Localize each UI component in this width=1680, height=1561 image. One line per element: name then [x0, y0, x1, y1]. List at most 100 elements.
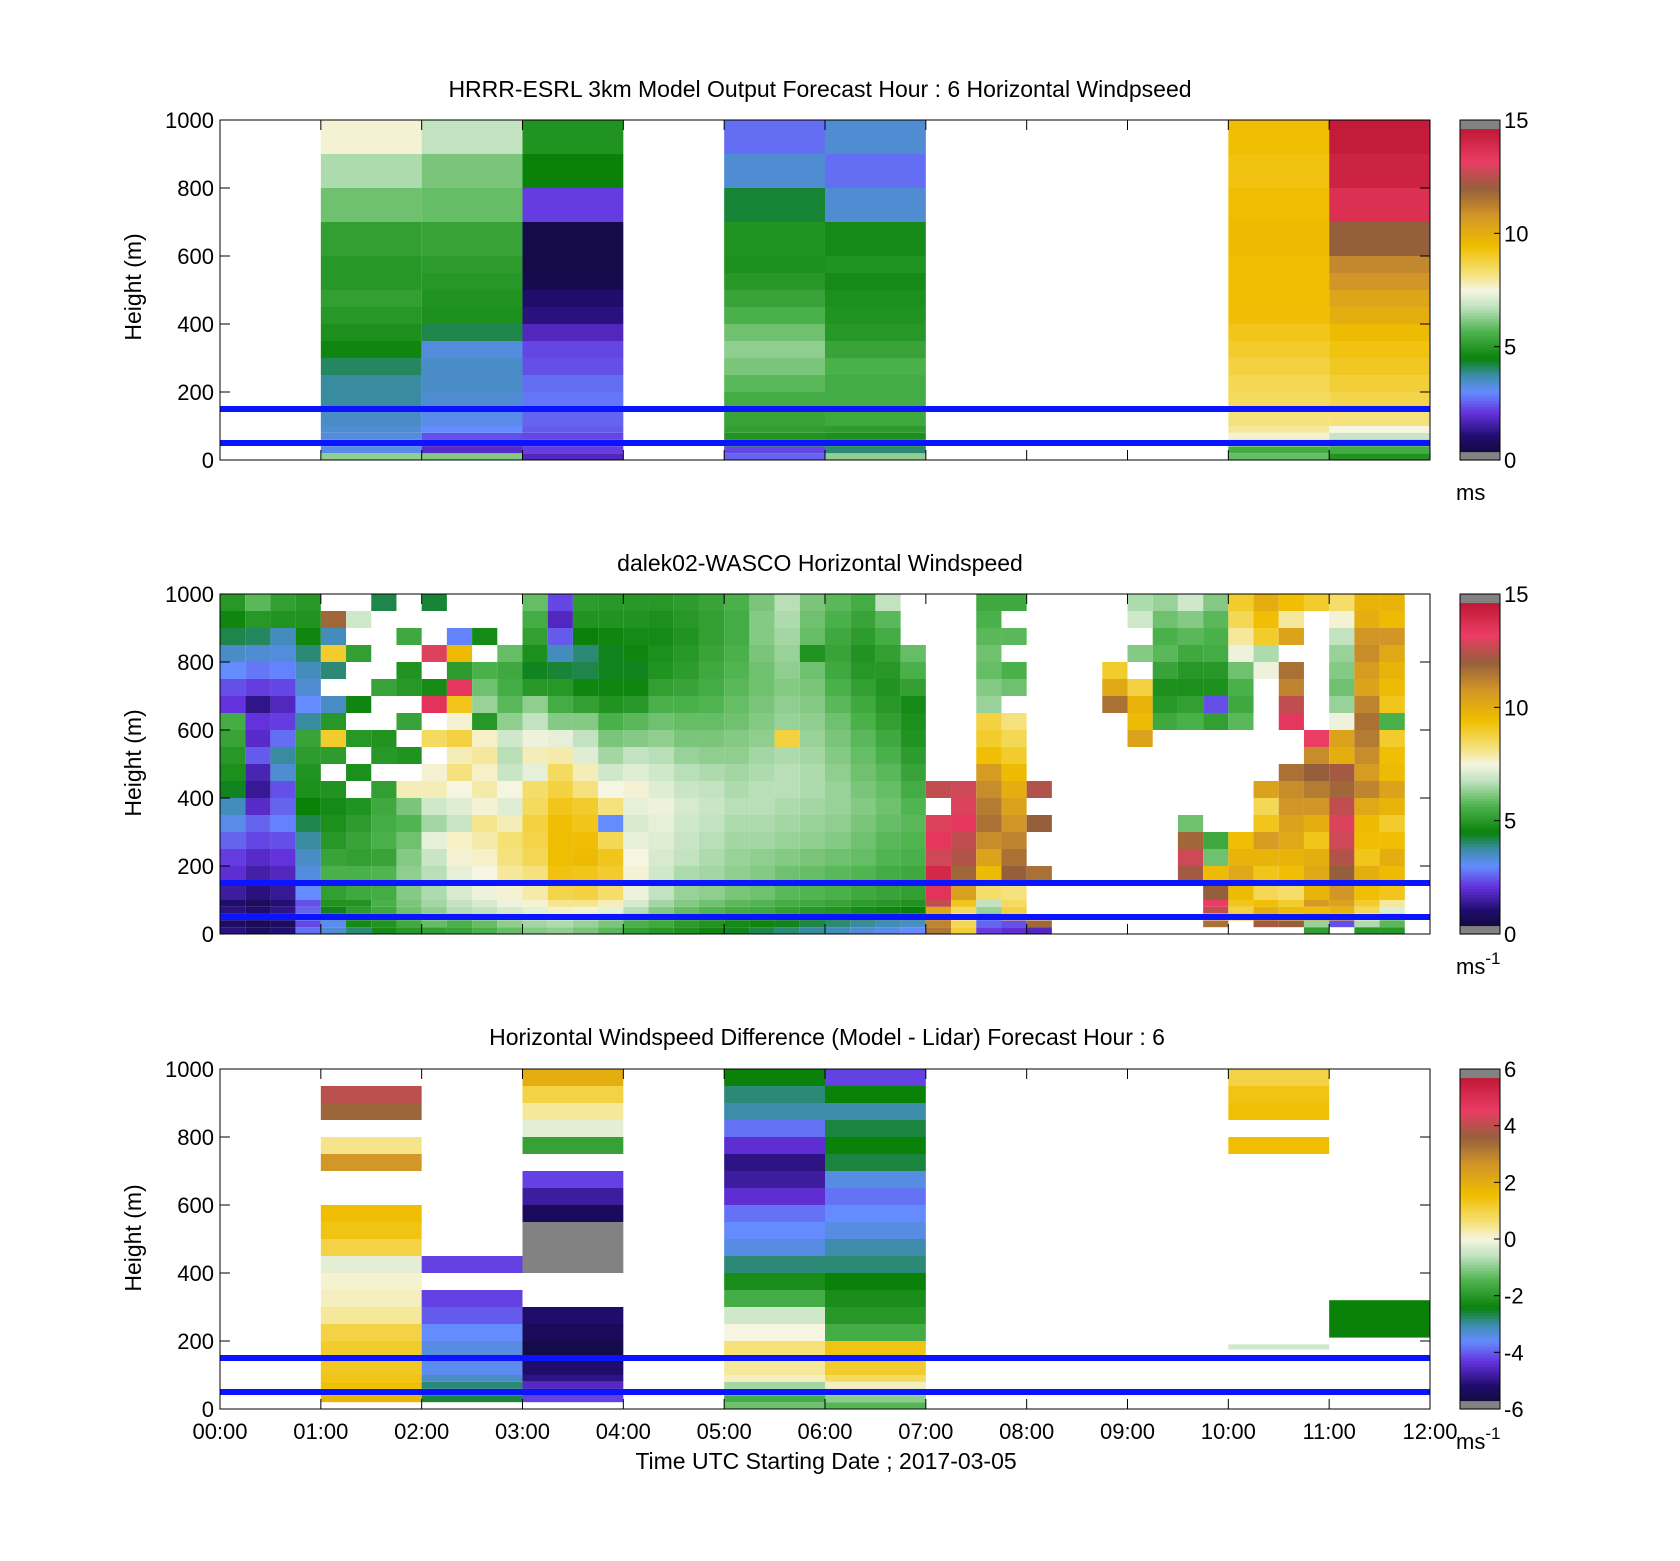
heatmap-cell: [220, 849, 246, 866]
heatmap-cell: [421, 1395, 523, 1403]
colorbar-segment: [1460, 1117, 1500, 1121]
colorbar-segment: [1460, 1403, 1500, 1407]
colorbar-segment: [1460, 806, 1500, 810]
heatmap-cell: [976, 900, 1002, 907]
x-tick-label: 07:00: [898, 1419, 953, 1444]
heatmap-cell: [421, 1375, 523, 1382]
heatmap-cell: [1253, 815, 1279, 832]
heatmap-cell: [270, 883, 296, 900]
heatmap-cell: [245, 781, 271, 798]
panel-title: dalek02-WASCO Horizontal Windspeed: [617, 550, 1023, 576]
colorbar-segment: [1460, 1182, 1500, 1186]
heatmap-cell: [799, 849, 825, 866]
heatmap-cells: [220, 594, 1405, 934]
heatmap-cell: [1001, 883, 1027, 900]
heatmap-cell: [724, 290, 825, 307]
heatmap-cell: [1278, 611, 1304, 628]
colorbar-segment: [1460, 159, 1500, 164]
heatmap-cell: [1379, 696, 1405, 713]
heatmap-cell: [320, 1239, 422, 1256]
heatmap-cell: [623, 747, 649, 764]
heatmap-cell: [648, 798, 674, 815]
heatmap-cell: [472, 927, 498, 934]
heatmap-cell: [472, 662, 498, 679]
heatmap-cell: [1329, 730, 1355, 747]
heatmap-cell: [825, 324, 926, 341]
heatmap-cell: [724, 730, 750, 747]
heatmap-cell: [1303, 730, 1330, 747]
heatmap-cell: [698, 679, 725, 696]
colorbar-segment: [1460, 145, 1500, 149]
heatmap-cell: [522, 747, 548, 764]
heatmap-cell: [1329, 392, 1430, 409]
heatmap-cell: [623, 906, 649, 914]
heatmap-cell: [799, 594, 825, 611]
colorbar-segment: [1460, 451, 1500, 455]
colorbar-segment: [1460, 803, 1500, 808]
heatmap-cell: [320, 798, 347, 815]
colorbar-segment: [1460, 738, 1500, 742]
heatmap-cell: [698, 866, 725, 883]
heatmap-cell: [1253, 781, 1279, 798]
heatmap-cell: [976, 798, 1002, 815]
colorbar-segment: [1460, 1088, 1500, 1093]
heatmap-cell: [1228, 645, 1254, 662]
colorbar-segment: [1460, 1114, 1500, 1118]
heatmap-cell: [497, 920, 523, 928]
heatmap-cell: [1303, 798, 1330, 815]
heatmap-cell: [875, 764, 901, 781]
heatmap-cell: [220, 832, 246, 849]
heatmap-cell: [1329, 341, 1430, 358]
colorbar-segment: [1460, 151, 1500, 155]
heatmap-cell: [346, 906, 372, 914]
heatmap-cell: [472, 815, 498, 832]
colorbar-segment: [1460, 247, 1500, 251]
colorbar-segment: [1460, 292, 1500, 297]
heatmap-cell: [598, 906, 624, 914]
colorbar-tick-label: 6: [1504, 1057, 1516, 1082]
heatmap-cell: [446, 730, 473, 747]
heatmap-cell: [320, 866, 347, 883]
heatmap-cell: [1329, 815, 1355, 832]
colorbar-segment: [1460, 684, 1500, 689]
colorbar-segment: [1460, 1168, 1500, 1172]
heatmap-cell: [825, 1341, 926, 1358]
colorbar-segment: [1460, 681, 1500, 686]
heatmap-cell: [825, 446, 926, 454]
heatmap-cell: [623, 730, 649, 747]
heatmap-cell: [572, 645, 599, 662]
heatmap-cell: [220, 764, 246, 781]
heatmap-cell: [799, 920, 825, 928]
heatmap-cell: [875, 730, 901, 747]
heatmap-cell: [1303, 781, 1330, 798]
colorbar-segment: [1460, 176, 1500, 181]
heatmap-cell: [547, 883, 573, 900]
heatmap-cell: [547, 696, 573, 713]
heatmap-cell: [446, 927, 473, 934]
heatmap-cell: [1001, 849, 1027, 866]
heatmap-cell: [598, 849, 624, 866]
colorbar-segment: [1460, 264, 1500, 268]
x-tick-label: 12:00: [1402, 1419, 1457, 1444]
heatmap-cell: [547, 594, 573, 611]
y-tick-label: 0: [202, 1397, 214, 1422]
heatmap-cell: [1329, 696, 1355, 713]
heatmap-cell: [522, 1171, 624, 1188]
heatmap-cell: [1127, 594, 1153, 611]
colorbar-segment: [1460, 905, 1500, 910]
colorbar-segment: [1460, 1349, 1500, 1353]
heatmap-cell: [951, 883, 977, 900]
heatmap-cell: [497, 713, 523, 730]
heatmap-cell: [774, 713, 800, 730]
heatmap-cell: [220, 900, 246, 907]
heatmap-cell: [1379, 866, 1405, 883]
heatmap-cell: [724, 341, 825, 358]
heatmap-cell: [1354, 927, 1380, 934]
heatmap-cell: [648, 866, 674, 883]
heatmap-cell: [1329, 222, 1430, 256]
heatmap-cell: [1379, 849, 1405, 866]
heatmap-cell: [698, 696, 725, 713]
heatmap-cell: [1177, 645, 1204, 662]
colorbar-segment: [1460, 868, 1500, 873]
heatmap-cell: [825, 290, 926, 307]
